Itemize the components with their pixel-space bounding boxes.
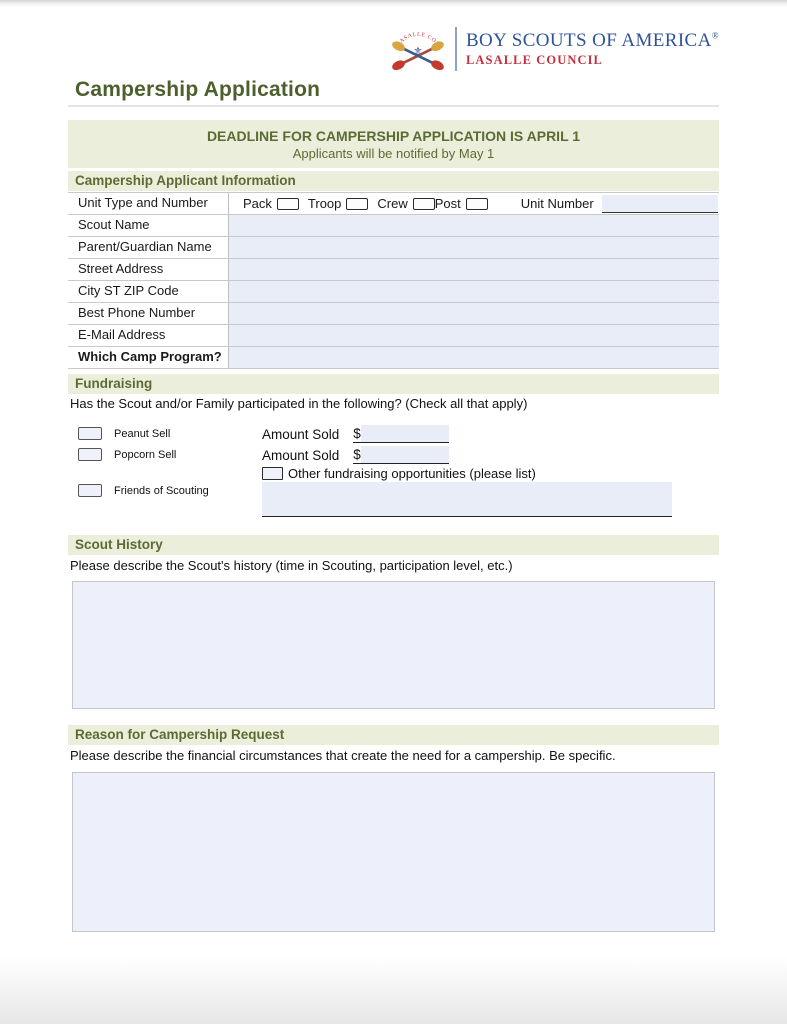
amount-sold-label: Amount Sold: [262, 427, 340, 442]
fundraising-question: Has the Scout and/or Family participated…: [70, 396, 528, 411]
page-top-edge: [0, 0, 787, 7]
table-row-parent-name: Parent/Guardian Name: [68, 237, 719, 259]
peanut-sell-label: Peanut Sell: [114, 427, 171, 440]
reason-prompt: Please describe the financial circumstan…: [70, 748, 616, 763]
reason-for-request-textarea[interactable]: [72, 772, 715, 932]
other-fundraising-row: Other fundraising opportunities (please …: [262, 466, 536, 481]
best-phone-number-input[interactable]: [229, 303, 719, 324]
section-header-fundraising: Fundraising: [68, 374, 719, 394]
lasalle-council-badge-icon: LASALLE COUNCIL ⚜: [387, 23, 444, 71]
fleur-de-lis-icon: ⚜: [413, 45, 422, 57]
dollar-sign: $: [353, 426, 361, 441]
other-fundraising-line-1-input[interactable]: [262, 482, 672, 500]
section-header-scout-history: Scout History: [68, 535, 719, 555]
row-label-camp-program: Which Camp Program?: [68, 347, 229, 368]
popcorn-sell-label: Popcorn Sell: [114, 448, 177, 461]
popcorn-sell-checkbox[interactable]: [78, 448, 102, 461]
title-underline: [68, 105, 719, 107]
crew-checkbox[interactable]: [412, 197, 435, 210]
friends-of-scouting-option: Friends of Scouting: [78, 484, 209, 497]
friends-of-scouting-checkbox[interactable]: [78, 484, 102, 497]
section-header-reason: Reason for Campership Request: [68, 725, 719, 745]
section-header-applicant-info: Campership Applicant Information: [68, 171, 719, 191]
scout-name-cell: [229, 215, 719, 236]
deadline-banner: DEADLINE FOR CAMPERSHIP APPLICATION IS A…: [68, 120, 719, 168]
peanut-amount-field: $: [353, 425, 449, 443]
table-row-camp-program: Which Camp Program?: [68, 347, 719, 369]
council-name: LASALLE COUNCIL: [465, 53, 603, 67]
peanut-amount-row: Amount Sold $: [262, 425, 449, 443]
popcorn-sell-option: Popcorn Sell: [78, 448, 176, 461]
parent-name-cell: [229, 237, 719, 258]
deadline-text: DEADLINE FOR CAMPERSHIP APPLICATION IS A…: [206, 128, 581, 144]
row-label-unit-type: Unit Type and Number: [68, 193, 229, 214]
pack-checkbox[interactable]: [276, 197, 299, 210]
row-label: Scout Name: [68, 215, 229, 236]
camp-program-cell: [229, 347, 719, 368]
notification-text: Applicants will be notified by May 1: [292, 146, 495, 161]
table-row-email: E-Mail Address: [68, 325, 719, 347]
troop-checkbox[interactable]: [346, 197, 369, 210]
row-label: Parent/Guardian Name: [68, 237, 229, 258]
scout-history-prompt: Please describe the Scout's history (tim…: [70, 558, 513, 573]
row-label: City ST ZIP Code: [68, 281, 229, 302]
fundraising-area: Peanut Sell Popcorn Sell Friends of Scou…: [68, 420, 719, 522]
city-st-zip-cell: [229, 281, 719, 302]
popcorn-amount-input[interactable]: [360, 446, 449, 463]
org-name: BOY SCOUTS OF AMERICA®: [465, 30, 719, 51]
table-row-phone: Best Phone Number: [68, 303, 719, 325]
unit-type-cell: Pack Troop Crew Post Unit Number: [229, 193, 719, 214]
troop-label: Troop: [307, 196, 342, 211]
logo-divider: [454, 27, 457, 71]
pack-label: Pack: [243, 196, 272, 211]
scout-history-textarea[interactable]: [72, 581, 715, 709]
street-address-cell: [229, 259, 719, 280]
post-checkbox[interactable]: [465, 197, 488, 210]
city-st-zip-input[interactable]: [229, 281, 719, 302]
camp-program-input[interactable]: [229, 347, 719, 368]
applicant-info-table: Unit Type and Number Pack Troop Crew Pos…: [68, 192, 719, 369]
scout-name-input[interactable]: [229, 215, 719, 236]
unit-number-input[interactable]: [601, 194, 718, 213]
amount-sold-label: Amount Sold: [262, 448, 340, 463]
trademark-symbol: ®: [711, 30, 719, 41]
other-fundraising-checkbox[interactable]: [262, 467, 283, 480]
post-label: Post: [434, 196, 461, 211]
phone-cell: [229, 303, 719, 324]
table-row-city-st-zip: City ST ZIP Code: [68, 281, 719, 303]
dollar-sign: $: [353, 447, 361, 462]
logo-wordmark: BOY SCOUTS OF AMERICA® LASALLE COUNCIL: [466, 30, 719, 68]
peanut-sell-checkbox[interactable]: [78, 427, 102, 440]
friends-of-scouting-label: Friends of Scouting: [114, 484, 209, 497]
crew-label: Crew: [377, 196, 408, 211]
parent-guardian-name-input[interactable]: [229, 237, 719, 258]
street-address-input[interactable]: [229, 259, 719, 280]
popcorn-amount-field: $: [353, 446, 449, 464]
peanut-sell-option: Peanut Sell: [78, 427, 170, 440]
email-address-input[interactable]: [229, 325, 719, 346]
table-row-scout-name: Scout Name: [68, 215, 719, 237]
page-bottom-edge: [0, 956, 787, 1024]
unit-number-label: Unit Number: [520, 196, 594, 211]
table-row-unit-type: Unit Type and Number Pack Troop Crew Pos…: [68, 193, 719, 215]
row-label: E-Mail Address: [68, 325, 229, 346]
row-label: Best Phone Number: [68, 303, 229, 324]
other-fundraising-line-2-input[interactable]: [262, 499, 672, 517]
other-fundraising-label: Other fundraising opportunities (please …: [288, 466, 536, 481]
popcorn-amount-row: Amount Sold $: [262, 446, 449, 464]
page-title: Campership Application: [75, 78, 321, 101]
peanut-amount-input[interactable]: [360, 425, 449, 442]
row-label: Street Address: [68, 259, 229, 280]
table-row-street-address: Street Address: [68, 259, 719, 281]
bsa-logo: LASALLE COUNCIL ⚜ BOY SCOUTS OF AMERICA®…: [387, 23, 719, 75]
email-cell: [229, 325, 719, 346]
